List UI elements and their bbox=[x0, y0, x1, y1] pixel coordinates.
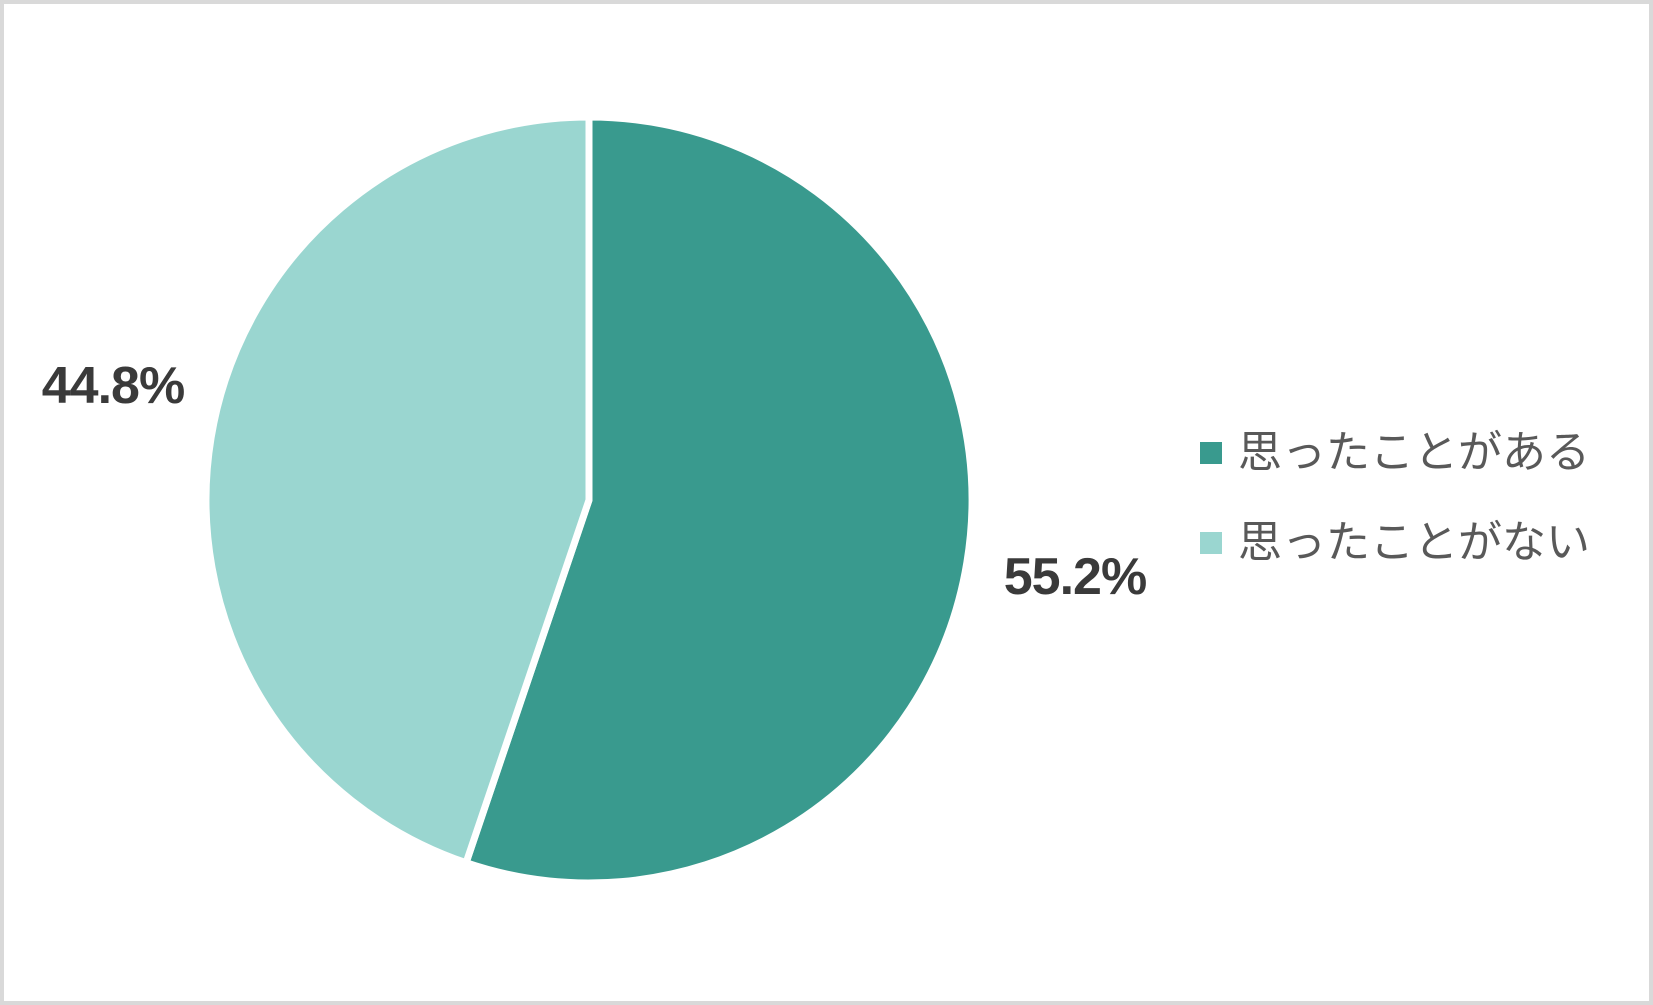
pie-slices bbox=[202, 113, 976, 887]
legend-label-major: 思ったことがある bbox=[1238, 428, 1590, 477]
pie-slice bbox=[202, 113, 593, 868]
pie-slice bbox=[461, 113, 976, 887]
legend-item-minor: 思ったことがない bbox=[1200, 518, 1590, 568]
legend: 思ったことがある 思ったことがない bbox=[1200, 428, 1590, 568]
data-label-minor-slice: 44.8% bbox=[41, 357, 185, 415]
legend-label-minor: 思ったことがない bbox=[1238, 518, 1590, 567]
legend-swatch-minor-icon bbox=[1200, 532, 1222, 554]
legend-item-major: 思ったことがある bbox=[1200, 428, 1590, 478]
data-label-major-slice: 55.2% bbox=[1003, 548, 1147, 606]
legend-swatch-major-icon bbox=[1200, 442, 1222, 464]
